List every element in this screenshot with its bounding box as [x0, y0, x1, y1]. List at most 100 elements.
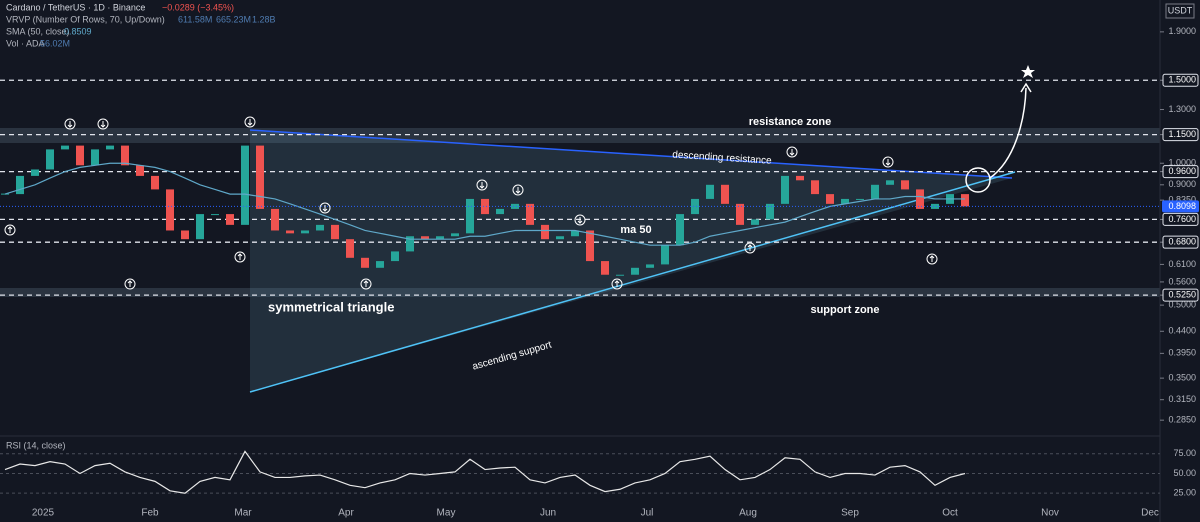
rsi-tick-label: 50.00 — [1173, 468, 1196, 478]
rsi-label: RSI (14, close) — [6, 440, 66, 450]
swing-marker — [64, 118, 76, 130]
x-tick-label: Oct — [942, 508, 958, 519]
resistance-zone — [0, 128, 1160, 143]
y-tick-label: 0.5600 — [1168, 276, 1196, 286]
candle — [751, 219, 759, 225]
level-label-box — [1162, 212, 1199, 226]
swing-arrow — [747, 244, 753, 251]
candle — [406, 236, 414, 252]
candle — [286, 230, 294, 234]
last-price-label: 0.8098 — [1168, 201, 1196, 211]
candle — [316, 224, 324, 231]
swing-arrow — [322, 205, 328, 212]
candle — [916, 189, 924, 209]
swing-marker — [97, 118, 109, 130]
candle — [841, 198, 849, 204]
x-tick-label: Nov — [1041, 508, 1059, 519]
swing-arrow — [614, 280, 620, 287]
candle — [931, 203, 939, 209]
candle — [481, 198, 489, 215]
swing-arrow — [67, 121, 73, 128]
rsi-tick-label: 75.00 — [1173, 448, 1196, 458]
swing-marker — [882, 156, 894, 168]
candle — [691, 198, 699, 215]
x-tick-label: Feb — [141, 508, 159, 519]
annotation: symmetrical triangle — [268, 299, 394, 314]
swing-marker — [234, 251, 246, 263]
volume-value: 56.02M — [40, 38, 70, 48]
symbol-title: Cardano / TetherUS · 1D · Binance — [6, 2, 145, 12]
y-tick-label: 0.3500 — [1168, 372, 1196, 382]
swing-arrow — [789, 149, 795, 156]
candle — [226, 214, 234, 225]
candle — [256, 145, 264, 209]
candle — [421, 236, 429, 240]
swing-arrow — [577, 217, 583, 224]
candle — [511, 203, 519, 209]
candle — [526, 203, 534, 225]
candle — [571, 230, 579, 237]
swing-marker — [244, 116, 256, 128]
annotation: support zone — [810, 304, 879, 316]
swing-marker — [124, 278, 136, 290]
swing-arrow — [7, 226, 13, 233]
vrvp-value: 1.28B — [252, 14, 276, 24]
candle — [736, 203, 744, 225]
ascending-support — [249, 171, 1016, 393]
candle — [451, 233, 459, 237]
candle — [301, 230, 309, 234]
candle — [541, 224, 549, 240]
candle — [766, 203, 774, 220]
swing-marker — [926, 253, 938, 265]
candle — [376, 261, 384, 268]
candle — [706, 184, 714, 199]
swing-marker — [4, 224, 16, 236]
rsi-tick-label: 25.00 — [1173, 488, 1196, 498]
level-label-box — [1162, 288, 1199, 302]
candle — [601, 261, 609, 275]
candle — [826, 194, 834, 204]
x-tick-label: Jul — [641, 508, 654, 519]
annotation: resistance zone — [749, 116, 832, 128]
candle — [781, 175, 789, 204]
candle — [241, 145, 249, 225]
y-tick-label: 1.5000 — [1168, 75, 1196, 85]
candle — [166, 189, 174, 231]
swing-arrow — [929, 255, 935, 262]
candle — [46, 149, 54, 170]
candle — [196, 214, 204, 240]
y-tick-label: 0.8350 — [1168, 195, 1196, 205]
x-tick-label: Mar — [234, 508, 252, 519]
candle — [856, 198, 864, 200]
swing-arrow — [515, 187, 521, 194]
swing-marker — [319, 202, 331, 214]
vrvp-value: 611.58M — [178, 14, 212, 24]
support-zone — [0, 288, 1160, 297]
y-tick-label: 0.7600 — [1168, 214, 1196, 224]
swing-arrow — [885, 159, 891, 166]
candle — [901, 180, 909, 190]
unit-label: USDT — [1168, 5, 1193, 15]
y-tick-label: 1.9000 — [1168, 26, 1196, 36]
candle — [586, 230, 594, 262]
swing-marker — [512, 184, 524, 196]
candle — [676, 214, 684, 246]
candle — [616, 274, 624, 276]
candle — [361, 257, 369, 268]
swing-marker — [744, 242, 756, 254]
x-tick-label: May — [437, 508, 456, 519]
y-tick-label: 0.5250 — [1168, 290, 1196, 300]
y-tick-label: 0.6800 — [1168, 237, 1196, 247]
candle — [886, 180, 894, 185]
rsi-line — [4, 450, 966, 494]
y-tick-label: 0.5000 — [1168, 299, 1196, 309]
vrvp-value: 665.23M — [216, 14, 251, 24]
swing-marker — [476, 179, 488, 191]
swing-arrow — [363, 280, 369, 287]
y-tick-label: 0.9000 — [1168, 179, 1196, 189]
price-change: −0.0289 (−3.45%) — [162, 2, 234, 12]
sma-line — [4, 162, 965, 246]
x-tick-label: Dec — [1141, 508, 1159, 519]
candle — [961, 194, 969, 207]
